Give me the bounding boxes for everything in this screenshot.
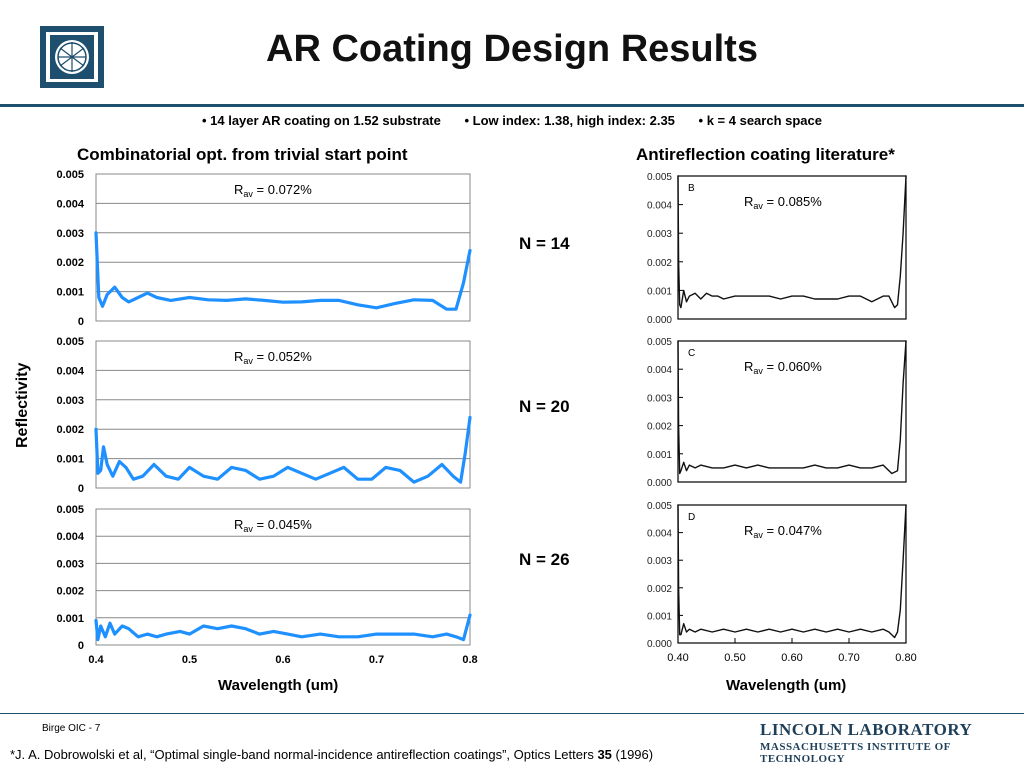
x-tick-label: 0.50 xyxy=(724,652,745,664)
right-column-title: Antireflection coating literature* xyxy=(636,145,895,164)
chart-panel-left-middle: 0 0.001 0.002 0.003 0.004 0.005 xyxy=(56,336,472,495)
panel-letter: D xyxy=(688,512,695,523)
y-tick-label: 0.002 xyxy=(647,422,672,433)
x-tick-label: 0.5 xyxy=(182,654,197,666)
series-line xyxy=(94,613,472,642)
y-tick-label: 0.005 xyxy=(56,504,84,516)
y-tick-label: 0.000 xyxy=(647,315,672,326)
header-rule xyxy=(0,104,1024,107)
y-tick-label: 0.003 xyxy=(647,556,672,567)
x-tick-label: 0.4 xyxy=(88,654,104,666)
bullet-layers: • 14 layer AR coating on 1.52 substrate xyxy=(201,113,441,128)
y-tick-label: 0.002 xyxy=(56,257,84,269)
series-line xyxy=(677,504,907,639)
y-tick-label: 0.005 xyxy=(56,336,84,348)
series-line xyxy=(677,340,907,475)
y-tick-label: 0.001 xyxy=(56,454,84,466)
chart-panel-right-top: 0.000 0.001 0.002 0.003 0.004 0.005 B xyxy=(647,172,907,326)
chart-panel-right-middle: 0.000 0.001 0.002 0.003 0.004 0.005 C xyxy=(647,337,907,489)
x-axis-label-left: Wavelength (um) xyxy=(218,677,339,694)
institute-name: MASSACHUSETTS INSTITUTE OF TECHNOLOGY xyxy=(760,741,951,765)
lincoln-lab-logo xyxy=(40,26,104,88)
chart-panel-right-bottom: 0.000 0.001 0.002 0.003 0.004 0.005 D 0.40 0.50 0… xyxy=(647,501,917,664)
y-tick-label: 0.005 xyxy=(647,172,672,183)
y-tick-label: 0.000 xyxy=(647,478,672,489)
n-label-14: N = 14 xyxy=(519,234,570,253)
citation-text: *J. A. Dobrowolski et al, “Optimal singl… xyxy=(10,747,598,762)
citation: *J. A. Dobrowolski et al, “Optimal singl… xyxy=(10,747,653,762)
n-label-20: N = 20 xyxy=(519,397,570,416)
y-tick-label: 0.003 xyxy=(647,229,672,240)
y-tick-label: 0.002 xyxy=(56,424,84,436)
y-tick-label: 0.001 xyxy=(647,611,672,622)
plot-frame xyxy=(95,508,471,646)
bullet-search-space: • k = 4 search space xyxy=(698,113,822,128)
x-tick-label: 0.6 xyxy=(275,654,290,666)
x-tick-label: 0.70 xyxy=(838,652,859,664)
x-tick-label: 0.40 xyxy=(667,652,688,664)
y-tick-label: 0.004 xyxy=(56,198,84,210)
y-tick-label: 0.003 xyxy=(647,393,672,404)
panel-letter: C xyxy=(688,348,695,359)
x-axis-label-right: Wavelength (um) xyxy=(726,677,847,694)
y-tick-label: 0 xyxy=(78,316,84,328)
r-avg-annotation: Rav = 0.052% xyxy=(234,349,312,366)
y-tick-label: 0.004 xyxy=(56,531,84,543)
chart-panel-left-bottom: 0 0.001 0.002 0.003 0.004 0.005 0.4 0.5 0.6 0.7 0.… xyxy=(56,504,477,666)
y-tick-label: 0.002 xyxy=(647,584,672,595)
left-column-title: Combinatorial opt. from trivial start po… xyxy=(77,145,408,164)
page-id: Birge OIC - 7 xyxy=(42,723,101,734)
y-tick-label: 0.005 xyxy=(647,337,672,348)
y-tick-label: 0.005 xyxy=(56,169,84,181)
y-tick-label: 0.004 xyxy=(647,365,672,376)
series-line xyxy=(677,175,907,309)
y-tick-label: 0.003 xyxy=(56,228,84,240)
panel-letter: B xyxy=(688,183,695,194)
y-tick-label: 0.004 xyxy=(647,529,672,540)
y-tick-label: 0.001 xyxy=(56,613,84,625)
y-tick-label: 0 xyxy=(78,483,84,495)
y-tick-label: 0.001 xyxy=(56,287,84,299)
x-tick-label: 0.60 xyxy=(781,652,802,664)
x-tick-label: 0.7 xyxy=(369,654,384,666)
chart-panel-left-top: 0 0.001 0.002 0.003 0.004 0.005 xyxy=(56,169,472,328)
series-line xyxy=(94,231,472,311)
y-tick-label: 0.005 xyxy=(647,501,672,512)
x-tick-label: 0.80 xyxy=(895,652,916,664)
y-tick-label: 0.003 xyxy=(56,395,84,407)
series-line xyxy=(94,415,472,484)
page-title: AR Coating Design Results xyxy=(266,28,758,70)
y-tick-label: 0.004 xyxy=(56,365,84,377)
r-avg-annotation: Rav = 0.045% xyxy=(234,517,312,534)
x-tick-label: 0.8 xyxy=(462,654,477,666)
r-avg-annotation: Rav = 0.072% xyxy=(234,182,312,199)
r-avg-annotation: Rav = 0.060% xyxy=(744,359,822,376)
r-avg-annotation: Rav = 0.085% xyxy=(744,194,822,211)
y-tick-label: 0 xyxy=(78,640,84,652)
y-tick-label: 0.004 xyxy=(647,201,672,212)
plot-frame xyxy=(95,340,471,489)
y-tick-label: 0.001 xyxy=(647,450,672,461)
bullet-indices: • Low index: 1.38, high index: 2.35 xyxy=(464,113,675,128)
y-tick-label: 0.002 xyxy=(647,258,672,269)
citation-year: (1996) xyxy=(611,747,654,762)
lab-name: LINCOLN LABORATORY xyxy=(760,720,973,739)
y-tick-label: 0.000 xyxy=(647,639,672,650)
citation-volume: 35 xyxy=(597,747,612,762)
y-tick-label: 0.003 xyxy=(56,558,84,570)
r-avg-annotation: Rav = 0.047% xyxy=(744,523,822,540)
bullet-line: • 14 layer AR coating on 1.52 substrate … xyxy=(0,113,1024,128)
y-tick-label: 0.001 xyxy=(647,286,672,297)
n-label-26: N = 26 xyxy=(519,550,570,569)
y-tick-label: 0.002 xyxy=(56,586,84,598)
footer-rule xyxy=(0,713,1024,714)
